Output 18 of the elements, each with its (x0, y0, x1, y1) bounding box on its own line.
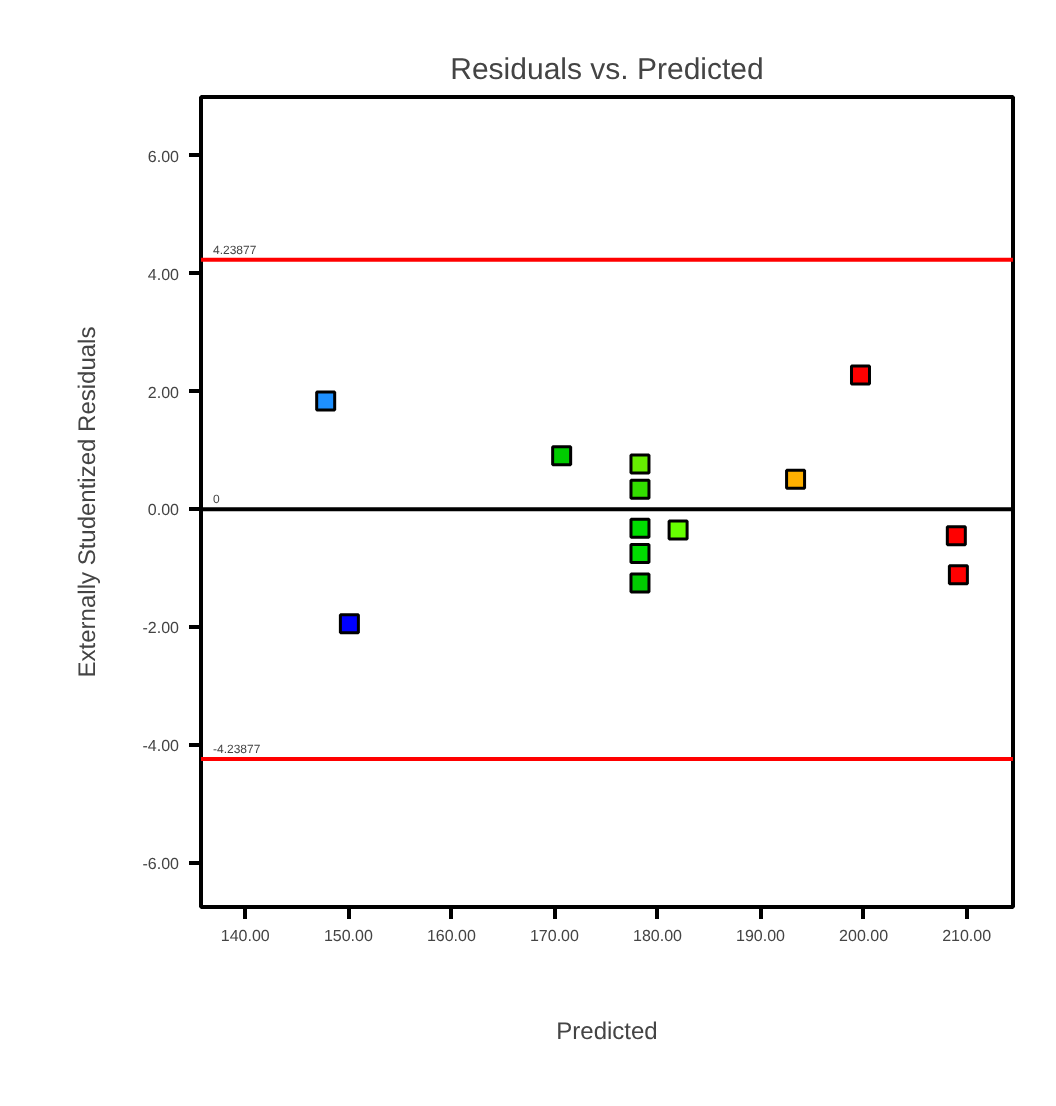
y-tick-label: 2.00 (147, 383, 181, 402)
x-tick-label: 180.00 (633, 927, 684, 945)
x-tick-label: 210.00 (942, 927, 993, 945)
x-tick-label: 140.00 (220, 927, 271, 945)
y-axis-title: Externally Studentized Residuals (72, 326, 101, 678)
x-tick-label: 160.00 (426, 927, 477, 945)
y-tick-label: 4.00 (147, 265, 181, 284)
x-tick-label: 170.00 (529, 927, 581, 945)
y-tick-label: 0.00 (147, 501, 181, 520)
x-tick-label: 190.00 (736, 927, 787, 945)
y-tick-label: 6.00 (147, 147, 181, 166)
x-tick-label: 200.00 (839, 927, 890, 945)
y-tick-label: -6.00 (142, 854, 181, 873)
chart-title: Residuals vs. Predicted (450, 53, 764, 87)
x-axis-title: Predicted (556, 1017, 658, 1045)
x-tick-label: 150.00 (323, 927, 374, 945)
y-tick-label: -2.00 (142, 619, 181, 638)
y-tick-label: -4.00 (142, 737, 181, 755)
